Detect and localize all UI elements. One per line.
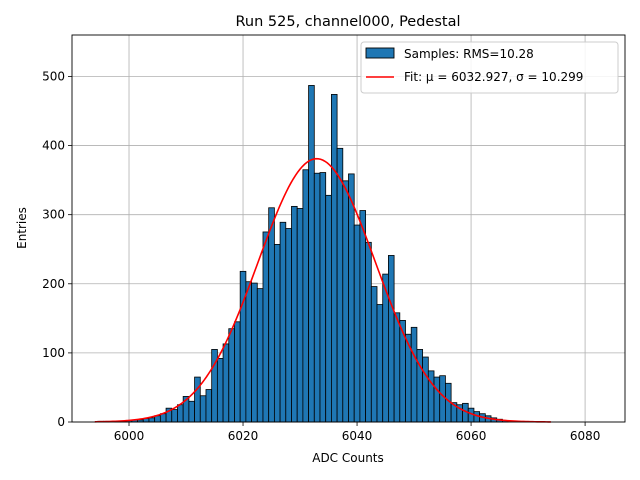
- histogram-bar: [273, 243, 281, 423]
- histogram-bar: [348, 173, 355, 423]
- legend-box: [360, 41, 619, 94]
- histogram-bar: [262, 231, 270, 423]
- histogram-bar: [256, 288, 264, 423]
- histogram-bar: [228, 328, 235, 423]
- histogram-bar: [239, 270, 247, 423]
- fit-curve-group: [94, 157, 551, 423]
- histogram-bar: [216, 358, 224, 423]
- histogram-bar: [268, 207, 275, 423]
- y-axis-label: Entries: [15, 207, 29, 249]
- chart-title: Run 525, channel000, Pedestal: [235, 14, 460, 30]
- x-tick-label: 6020: [228, 429, 259, 443]
- histogram-bar: [285, 228, 292, 423]
- fit-curve: [94, 157, 551, 423]
- y-tick-label: 0: [57, 415, 65, 429]
- histogram-bar: [222, 343, 230, 423]
- histogram-bar: [433, 376, 441, 423]
- histogram-bar: [416, 349, 424, 423]
- histogram-bar: [199, 395, 207, 423]
- histogram-bar: [422, 356, 429, 423]
- histogram-bar: [376, 304, 384, 423]
- histogram-bar: [359, 210, 367, 423]
- histogram-bar: [325, 194, 332, 423]
- histogram-bar: [370, 286, 378, 423]
- histogram-bar: [308, 85, 315, 423]
- legend-swatch-samples: [365, 47, 395, 59]
- histogram-bar: [365, 241, 372, 423]
- histogram-bar: [319, 172, 327, 423]
- histogram-bar: [171, 409, 178, 423]
- histogram-bar: [353, 224, 361, 423]
- histogram-bar: [302, 169, 309, 423]
- x-tick-label: 6060: [456, 429, 487, 443]
- histogram-bars: [97, 85, 509, 423]
- x-tick-label: 6040: [342, 429, 373, 443]
- histogram-bar: [194, 376, 201, 423]
- y-tick-label: 200: [42, 277, 65, 291]
- plot-frame: [71, 34, 626, 423]
- y-tick-label: 400: [42, 139, 65, 153]
- histogram-bar: [388, 255, 395, 423]
- histogram-bar: [313, 172, 321, 423]
- histogram-bar: [188, 400, 195, 423]
- histogram-bar: [330, 94, 338, 423]
- x-tick-label: 6000: [114, 429, 145, 443]
- histogram-bar: [427, 370, 435, 423]
- x-tick-label: 6080: [570, 429, 601, 443]
- x-axis-ticks: 6000 6020 6040 6060 6080: [114, 422, 601, 443]
- histogram-bar: [439, 375, 446, 423]
- histogram-bar: [279, 221, 287, 423]
- histogram-bar: [251, 282, 258, 423]
- histogram-bar: [234, 321, 241, 423]
- histogram-bar: [342, 180, 349, 423]
- histogram-bar: [205, 389, 213, 423]
- histogram-bar: [291, 205, 298, 423]
- legend-label-samples: Samples: RMS=10.28: [404, 47, 534, 61]
- legend-label-fit: Fit: μ = 6032.927, σ = 10.299: [404, 70, 583, 84]
- histogram-bar: [245, 281, 252, 423]
- y-tick-label: 100: [42, 346, 65, 360]
- y-axis-ticks: 0 100 200 300 400 500: [42, 69, 72, 429]
- y-tick-label: 500: [42, 69, 65, 83]
- x-axis-label: ADC Counts: [312, 451, 384, 465]
- histogram-bar: [148, 417, 156, 423]
- legend: Samples: RMS=10.28 Fit: μ = 6032.927, σ …: [360, 41, 619, 94]
- histogram-bar: [177, 404, 184, 423]
- y-tick-label: 300: [42, 208, 65, 222]
- histogram-bar: [410, 326, 418, 423]
- histogram-bar: [336, 147, 344, 423]
- histogram-bar: [393, 312, 401, 423]
- histogram-bar: [296, 208, 304, 423]
